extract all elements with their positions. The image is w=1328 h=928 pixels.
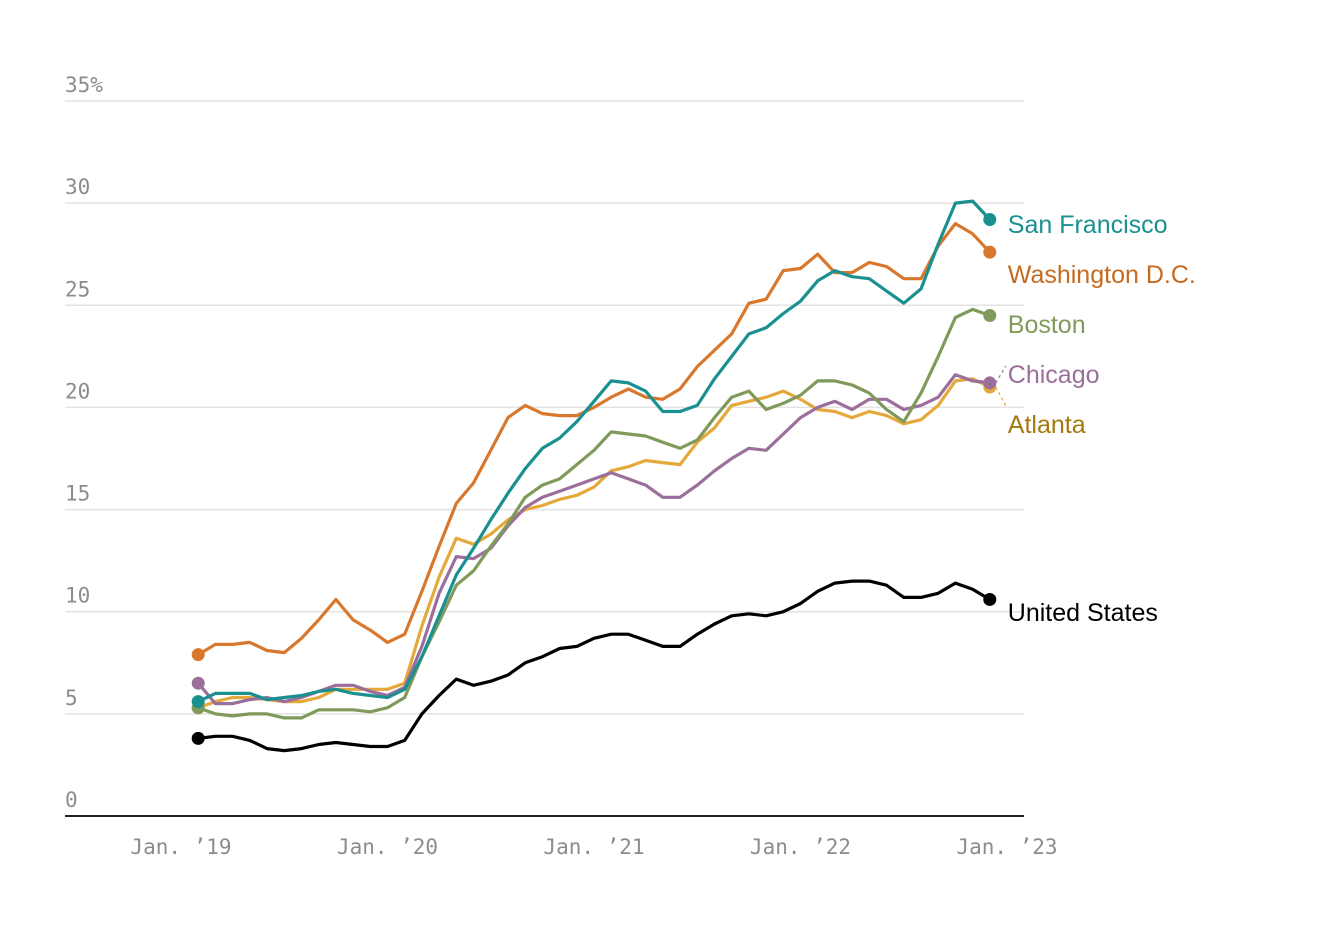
series-end-point-san-francisco [983, 212, 997, 226]
y-tick-label: 0 [65, 788, 78, 812]
series-line-atlanta [196, 377, 992, 710]
series-line-washington-d-c [196, 222, 992, 657]
y-tick-label: 10 [65, 584, 90, 608]
series-line-boston [196, 307, 992, 720]
series-line-san-francisco [196, 199, 992, 704]
series-lines [196, 199, 992, 753]
label-leader-atlanta [995, 386, 1007, 407]
y-tick-label: 5 [65, 686, 78, 710]
series-start-point-chicago [191, 676, 205, 690]
series-label-chicago: Chicago [1008, 361, 1100, 389]
y-tick-label: 15 [65, 482, 90, 506]
series-label-united-states: United States [1008, 599, 1158, 627]
label-leader-chicago [995, 365, 1007, 384]
y-tick-label: 30 [65, 175, 90, 199]
series-label-washington-d-c: Washington D.C. [1008, 261, 1196, 289]
series-start-point-san-francisco [191, 695, 205, 709]
series-end-point-boston [983, 309, 997, 322]
series-label-san-francisco: San Francisco [1008, 211, 1168, 239]
x-tick-label: Jan. ’22 [750, 835, 851, 859]
series-line-united-states [196, 579, 992, 753]
x-axis-ticks: Jan. ’19 Jan. ’20 Jan. ’21 Jan. ’22 Jan. ’23 [130, 835, 1057, 859]
x-tick-label: Jan. ’23 [956, 835, 1057, 859]
series-labels: United States Atlanta Chicago Boston Washing… [995, 211, 1196, 627]
series-start-point-united-states [191, 731, 205, 745]
series-start-point-washington-d-c [191, 648, 205, 662]
series-label-boston: Boston [1008, 311, 1086, 339]
series-end-point-united-states [983, 592, 997, 606]
series-label-atlanta: Atlanta [1008, 411, 1086, 439]
series-end-point-chicago [983, 376, 997, 390]
x-tick-label: Jan. ’20 [337, 835, 438, 859]
series-end-point-washington-d-c [983, 245, 997, 259]
gridlines [65, 100, 1024, 817]
y-tick-label: 25 [65, 277, 90, 301]
y-tick-label: 35% [65, 73, 103, 97]
x-tick-label: Jan. ’21 [543, 835, 644, 859]
series-line-chicago [196, 373, 992, 706]
series-markers [191, 212, 997, 745]
y-axis-ticks: 0 5 10 15 20 25 30 35% [65, 73, 103, 812]
x-tick-label: Jan. ’19 [130, 835, 231, 859]
y-tick-label: 20 [65, 379, 90, 403]
